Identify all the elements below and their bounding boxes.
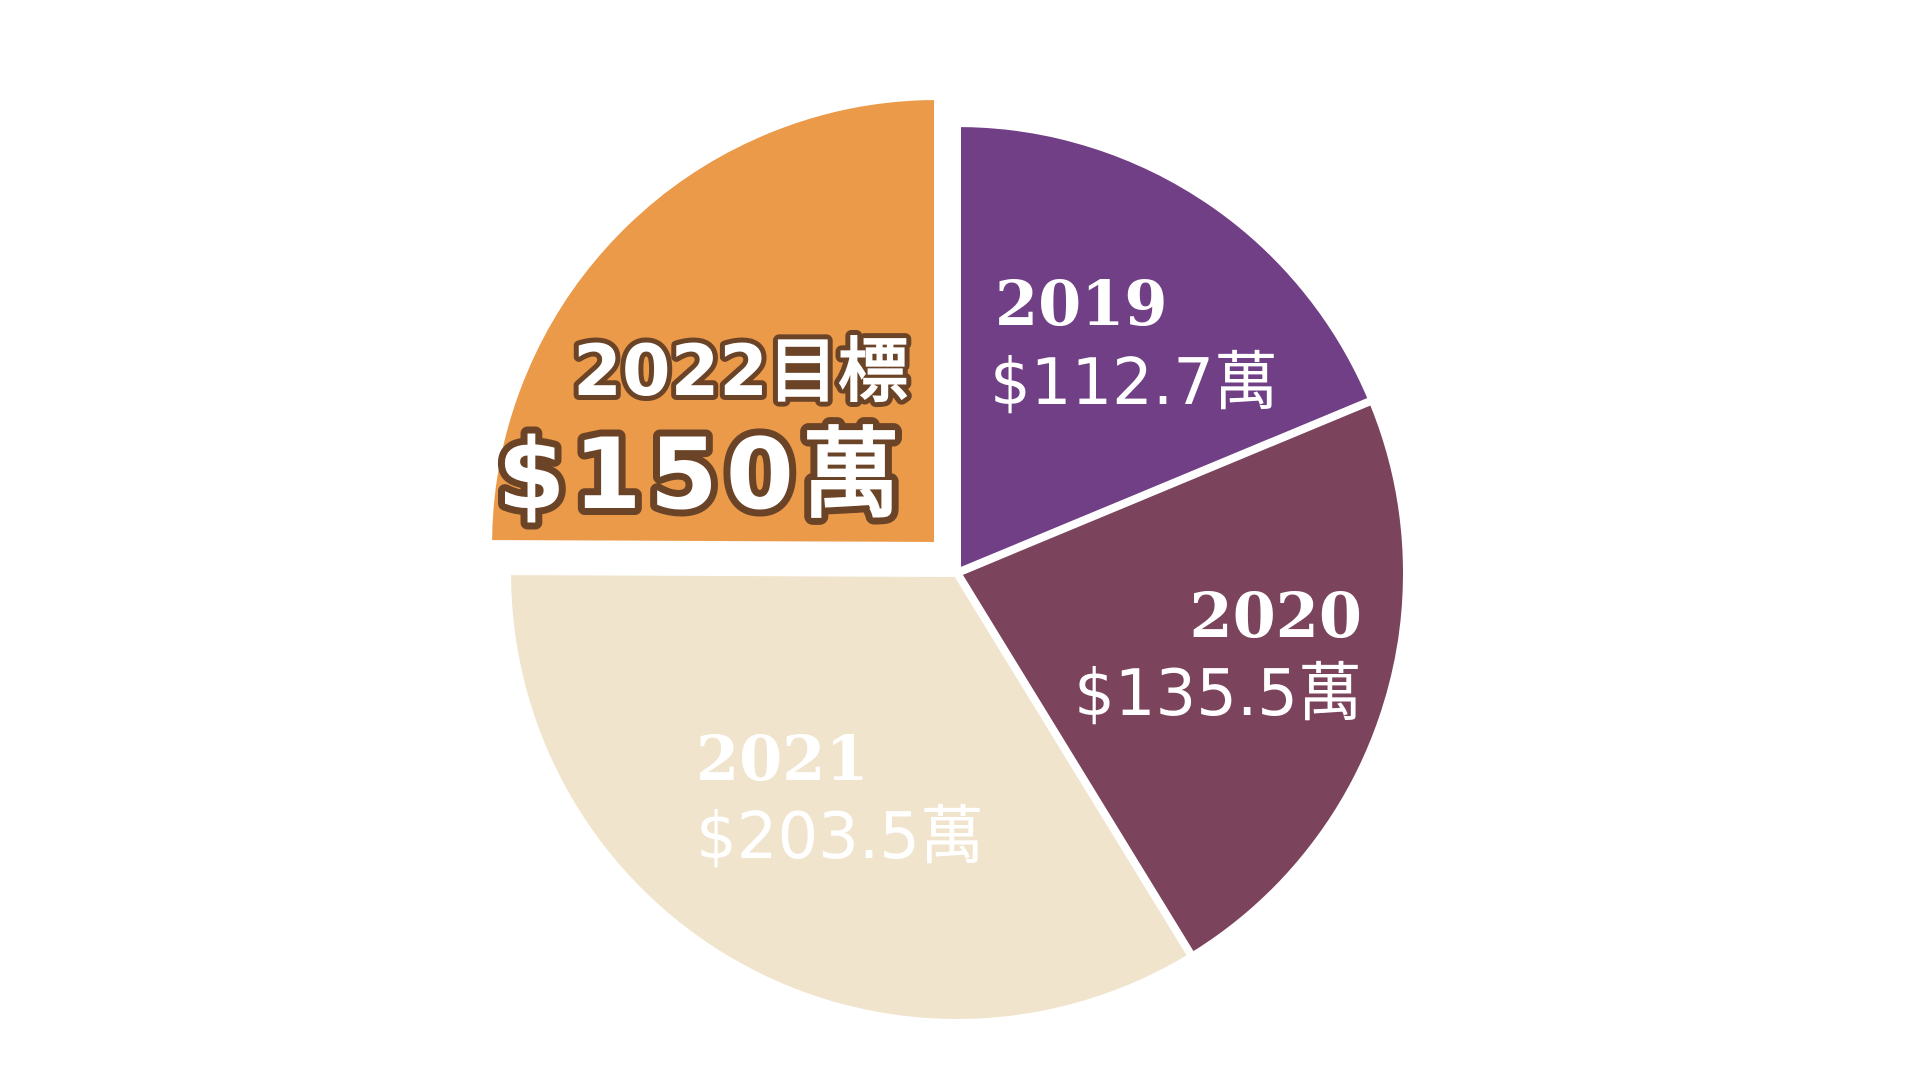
pie-slice-2020 — [951, 395, 1411, 963]
slice-label-amount-2019: $112.7萬 — [990, 346, 1278, 420]
pie-slice-2019 — [953, 118, 1378, 579]
slice-label-amount-2022-target: $150萬 — [497, 418, 908, 532]
pie-slice-2022 — [483, 91, 942, 551]
slice-label-year-2021: 2021 — [696, 722, 869, 795]
slice-label-year-2019: 2019 — [995, 267, 1168, 340]
labels-layer: 2019 $112.7萬 2020 $135.5萬 2021 $203.5萬 2… — [490, 267, 1362, 874]
slice-label-year-2022-target: 2022目標 — [573, 330, 908, 412]
slice-label-year-2020: 2020 — [1189, 579, 1362, 652]
slice-label-amount-2021: $203.5萬 — [696, 800, 984, 874]
slices-layer — [483, 91, 1411, 1027]
pie-slice-2021 — [503, 566, 1198, 1027]
slice-label-amount-2020: $135.5萬 — [1074, 657, 1362, 731]
